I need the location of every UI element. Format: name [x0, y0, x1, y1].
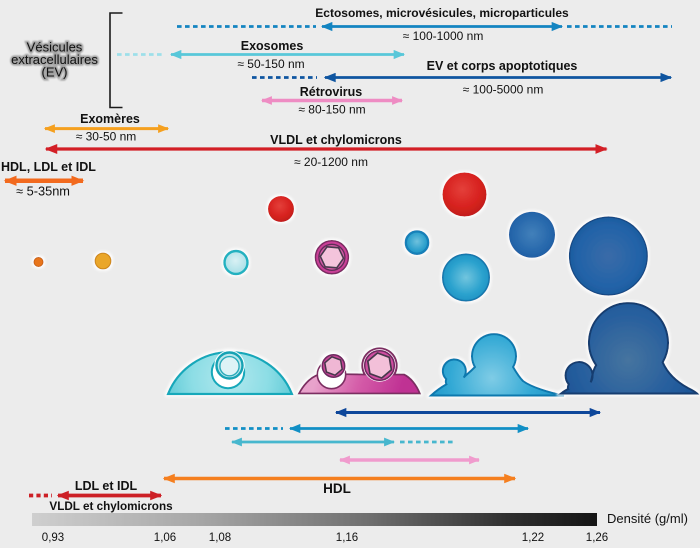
svg-text:Rétrovirus: Rétrovirus: [300, 85, 363, 99]
svg-text:≈ 30-50 nm: ≈ 30-50 nm: [76, 130, 137, 144]
svg-text:EV et corps apoptotiques: EV et corps apoptotiques: [427, 59, 578, 73]
svg-text:1,16: 1,16: [336, 532, 358, 544]
svg-text:LDL et IDL: LDL et IDL: [75, 479, 138, 493]
svg-text:Vésicules: Vésicules: [27, 40, 83, 55]
svg-text:≈ 5-35nm: ≈ 5-35nm: [16, 184, 70, 199]
svg-text:≈ 100-1000 nm: ≈ 100-1000 nm: [403, 29, 484, 43]
svg-text:1,08: 1,08: [209, 532, 231, 544]
svg-text:Exomères: Exomères: [80, 112, 140, 126]
svg-text:0,93: 0,93: [42, 532, 64, 544]
svg-text:≈ 80-150 nm: ≈ 80-150 nm: [298, 103, 365, 117]
svg-text:Vésicules: Vésicules: [27, 40, 83, 55]
svg-text:(EV): (EV): [42, 65, 68, 80]
svg-text:HDL: HDL: [323, 481, 351, 496]
svg-text:VLDL et chylomicrons: VLDL et chylomicrons: [49, 500, 173, 513]
svg-text:1,22: 1,22: [522, 532, 544, 544]
svg-text:Densité (g/ml): Densité (g/ml): [607, 511, 688, 526]
svg-text:≈ 50-150 nm: ≈ 50-150 nm: [237, 57, 304, 71]
svg-text:extracellulaires: extracellulaires: [11, 52, 98, 67]
svg-text:VLDL et chylomicrons: VLDL et chylomicrons: [270, 133, 402, 147]
svg-text:≈ 100-5000 nm: ≈ 100-5000 nm: [463, 83, 544, 97]
svg-text:≈ 20-1200 nm: ≈ 20-1200 nm: [294, 155, 368, 169]
svg-text:(EV): (EV): [42, 65, 68, 80]
svg-text:extracellulaires: extracellulaires: [11, 52, 98, 67]
svg-text:Exosomes: Exosomes: [241, 39, 304, 53]
svg-text:1,26: 1,26: [586, 532, 608, 544]
svg-text:HDL, LDL et IDL: HDL, LDL et IDL: [1, 160, 96, 174]
svg-text:Ectosomes, microvésicules, mic: Ectosomes, microvésicules, microparticul…: [315, 6, 569, 20]
svg-text:1,06: 1,06: [154, 532, 176, 544]
